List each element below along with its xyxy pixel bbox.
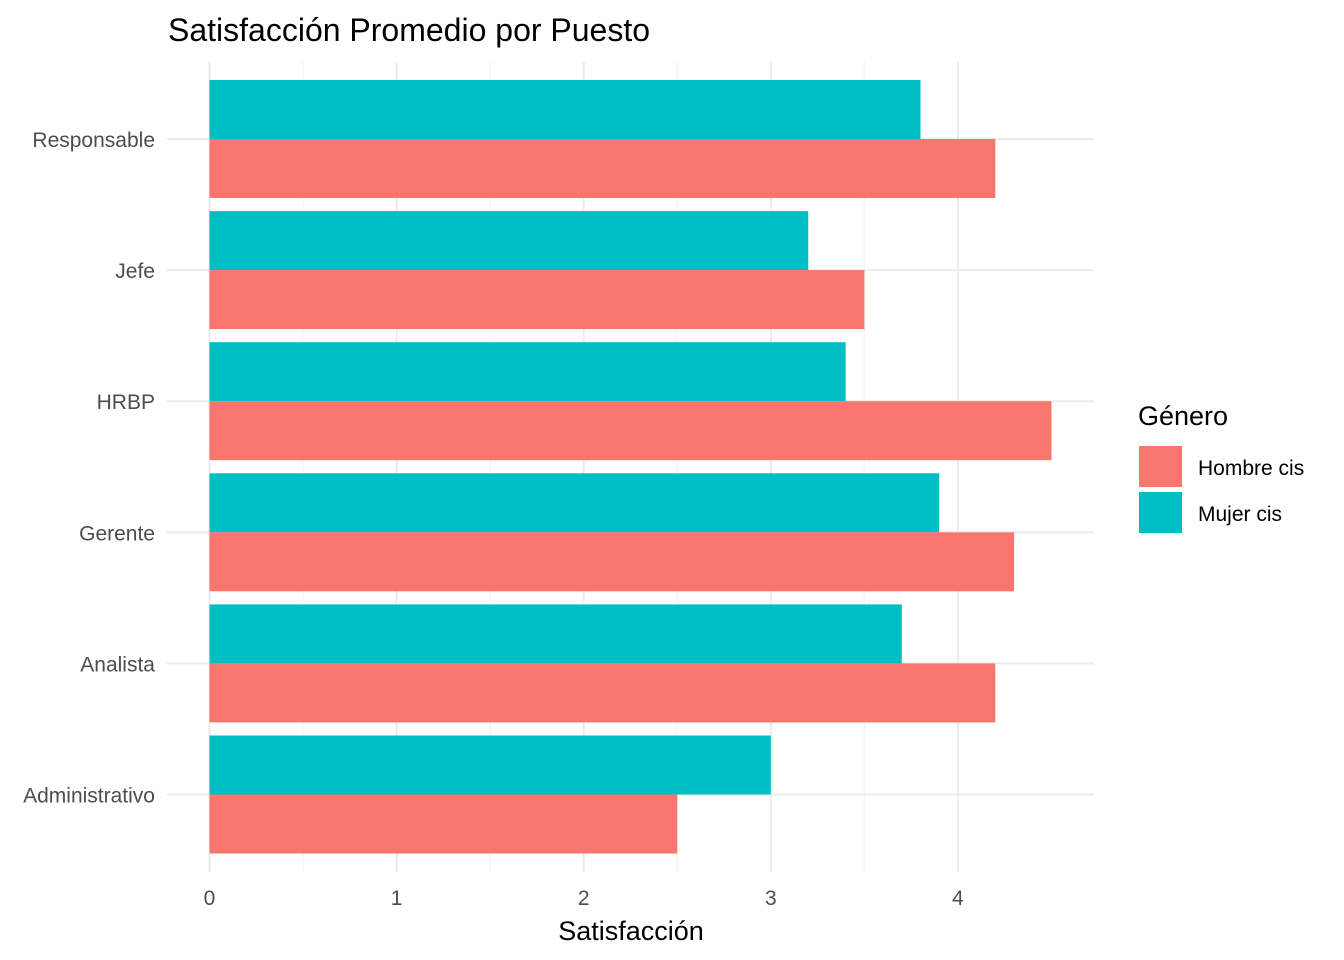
x-axis-label: Satisfacción	[558, 916, 704, 946]
bar-responsable-hombre-cis	[209, 139, 996, 198]
bar-jefe-hombre-cis	[209, 270, 865, 330]
x-tick-label: 3	[765, 887, 777, 910]
x-tick-label: 0	[204, 887, 216, 910]
legend-key-mujer-cis	[1139, 492, 1182, 533]
y-tick-label: Analista	[80, 653, 155, 676]
bar-gerente-mujer-cis	[209, 473, 940, 533]
bar-administrativo-mujer-cis	[209, 735, 771, 795]
x-tick-label: 2	[578, 887, 590, 910]
legend-key-hombre-cis	[1139, 446, 1182, 487]
x-axis-ticks: 0 1 2 3 4	[204, 887, 964, 910]
x-tick-label: 4	[952, 887, 964, 910]
bar-hrbp-hombre-cis	[209, 401, 1052, 461]
bar-analista-mujer-cis	[209, 604, 902, 664]
bar-analista-hombre-cis	[209, 663, 996, 723]
bar-administrativo-hombre-cis	[209, 794, 678, 854]
chart-title: Satisfacción Promedio por Puesto	[168, 12, 650, 48]
legend-items: Hombre cis Mujer cis	[1139, 446, 1304, 533]
y-tick-label: HRBP	[97, 391, 155, 414]
legend-label: Mujer cis	[1198, 503, 1282, 526]
bar-gerente-hombre-cis	[209, 532, 1015, 592]
legend-label: Hombre cis	[1198, 457, 1304, 480]
bar-jefe-mujer-cis	[209, 211, 809, 271]
legend: Género Hombre cis Mujer cis	[1138, 401, 1304, 533]
bar-hrbp-mujer-cis	[209, 342, 846, 402]
y-tick-label: Jefe	[115, 260, 155, 283]
legend-title: Género	[1138, 401, 1228, 431]
x-tick-label: 1	[391, 887, 403, 910]
y-tick-label: Administrativo	[23, 785, 155, 808]
bar-responsable-mujer-cis	[209, 80, 921, 139]
y-tick-label: Responsable	[32, 129, 155, 152]
y-axis-ticks: Responsable Jefe HRBP Gerente Analista Admini…	[23, 129, 155, 808]
bars	[209, 80, 1052, 854]
y-tick-label: Gerente	[79, 522, 155, 545]
